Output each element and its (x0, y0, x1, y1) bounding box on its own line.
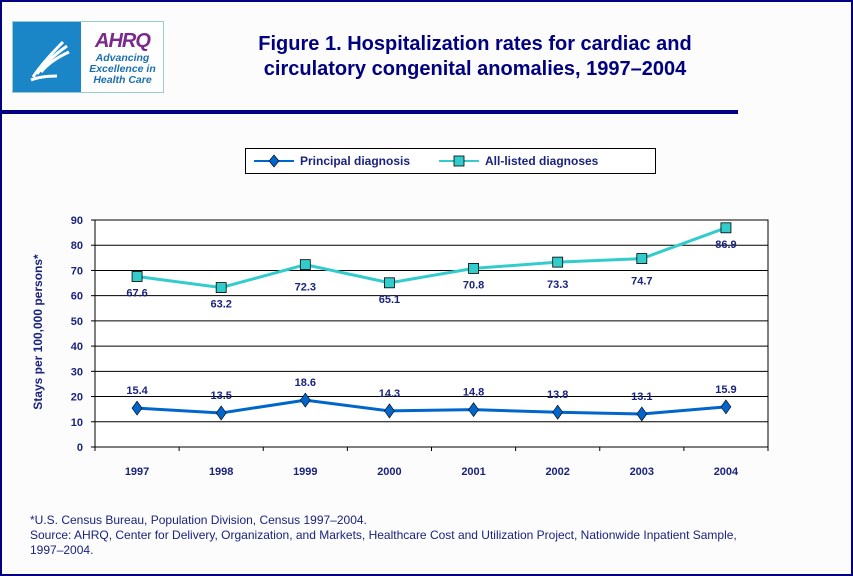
data-label: 74.7 (631, 276, 652, 288)
title-line: Figure 1. Hospitalization rates for card… (258, 33, 692, 55)
x-tick-label: 2003 (630, 466, 654, 478)
source-note-cont: 1997–2004. (30, 543, 94, 557)
data-point (299, 392, 311, 408)
y-tick-label: 60 (71, 291, 83, 303)
logo-tagline: Health Care (93, 74, 152, 86)
data-label: 14.8 (463, 387, 484, 399)
y-tick-label: 80 (71, 240, 83, 252)
data-point (131, 400, 143, 416)
logo-tagline: Excellence in (89, 63, 156, 75)
x-tick-label: 2002 (545, 466, 569, 478)
data-label: 15.4 (126, 385, 148, 397)
data-label: 86.9 (715, 239, 736, 251)
legend-diamond-icon (268, 154, 280, 168)
data-point (468, 263, 479, 274)
x-tick-label: 1997 (125, 466, 149, 478)
data-point (131, 271, 143, 282)
data-label: 18.6 (295, 377, 316, 389)
x-tick-label: 1999 (293, 466, 317, 478)
y-tick-label: 0 (77, 442, 83, 454)
data-point (720, 399, 732, 415)
footnotes: *U.S. Census Bureau, Population Division… (30, 513, 737, 558)
data-point (215, 405, 227, 421)
data-label: 13.1 (631, 391, 652, 403)
legend-principal: Principal diagnosis (300, 154, 411, 168)
census-note: *U.S. Census Bureau, Population Division… (30, 513, 367, 527)
data-label: 72.3 (295, 282, 316, 294)
data-point (384, 403, 395, 419)
y-tick-label: 20 (71, 392, 83, 404)
data-label: 65.1 (379, 294, 400, 306)
legend-all-listed: All-listed diagnoses (485, 154, 599, 168)
data-point (636, 406, 648, 422)
y-tick-label: 70 (71, 265, 83, 277)
data-label: 13.8 (547, 389, 568, 401)
data-point (720, 222, 732, 234)
data-point (384, 277, 395, 289)
ahrq-wordmark: AHRQ (95, 30, 151, 52)
data-label: 70.8 (463, 279, 484, 291)
data-label: 67.6 (126, 287, 147, 299)
chart-title: Figure 1. Hospitalization rates for card… (200, 32, 750, 82)
data-label: 63.2 (210, 299, 231, 311)
data-label: 73.3 (547, 279, 568, 291)
source-note: Source: AHRQ, Center for Delivery, Organ… (30, 528, 737, 542)
x-tick-label: 2000 (377, 466, 401, 478)
data-point (636, 253, 648, 264)
data-point (468, 402, 479, 418)
data-point (215, 282, 227, 293)
data-label: 13.5 (210, 390, 231, 402)
y-tick-label: 40 (71, 341, 83, 353)
legend-square-icon (453, 155, 465, 167)
y-tick-label: 10 (71, 417, 83, 429)
x-tick-label: 2004 (714, 466, 739, 478)
series-line (136, 398, 727, 416)
data-point (552, 256, 564, 268)
y-tick-label: 90 (71, 215, 83, 227)
x-tick-label: 2001 (461, 466, 485, 478)
logo-tagline: Advancing (95, 52, 150, 64)
y-tick-label: 30 (71, 366, 83, 378)
hhs-seal-icon (13, 22, 81, 92)
data-point (552, 404, 564, 420)
header-divider (0, 110, 738, 114)
series-line (136, 226, 727, 290)
y-tick-label: 50 (71, 316, 83, 328)
data-label: 15.9 (715, 384, 736, 396)
title-line: circulatory congenital anomalies, 1997–2… (263, 58, 687, 80)
data-label: 14.3 (379, 388, 400, 400)
ahrq-logo: AHRQ Advancing Excellence in Health Care (12, 21, 164, 93)
data-point (299, 259, 311, 271)
legend: Principal diagnosis All-listed diagnoses (245, 148, 656, 174)
x-tick-label: 1998 (209, 466, 233, 478)
